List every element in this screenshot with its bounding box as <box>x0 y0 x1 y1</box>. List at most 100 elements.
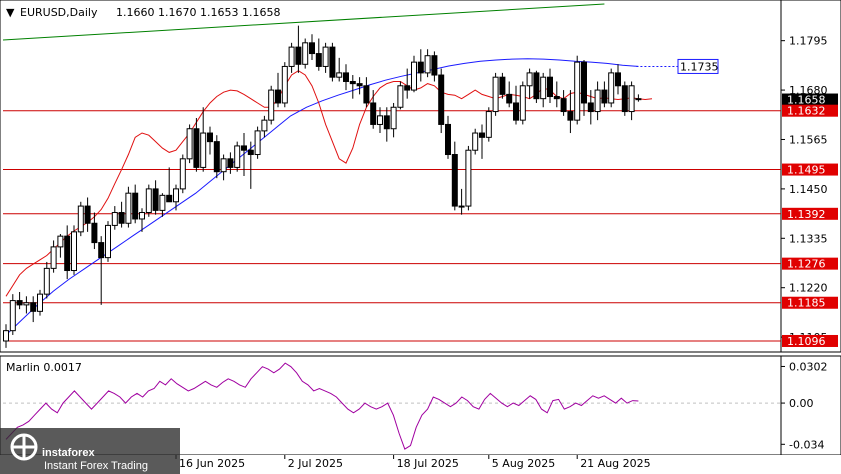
candle-body <box>343 72 349 82</box>
candle-body <box>30 302 37 312</box>
candle-body <box>635 98 642 101</box>
candle-body <box>98 242 105 259</box>
candle-body <box>9 300 16 332</box>
date-tick-label: 5 Aug 2025 <box>492 457 555 470</box>
candle-body <box>519 85 526 121</box>
candle-body <box>247 149 254 156</box>
price-tick-label: 1.1795 <box>789 35 828 48</box>
trend-line <box>2 3 605 41</box>
candle-body <box>377 115 383 125</box>
candle-body <box>261 119 268 132</box>
chart-header: ▼ EURUSD,Daily 1.1660 1.1670 1.1653 1.16… <box>6 6 280 19</box>
candle-body <box>587 102 594 113</box>
date-tick-label: 21 Aug 2025 <box>580 457 650 470</box>
candle-body <box>349 80 356 85</box>
candle-body <box>492 76 499 113</box>
candle-body <box>574 61 581 121</box>
support-level-label-bg <box>782 296 838 309</box>
price-tick-label: 1.1335 <box>789 232 828 245</box>
candle-body <box>356 83 363 87</box>
marlin-line <box>5 362 639 450</box>
candle-body <box>139 212 145 220</box>
candle-body <box>445 123 451 156</box>
candle-body <box>526 72 533 87</box>
support-level-label: 1.1495 <box>787 164 826 177</box>
collapse-arrow-icon[interactable]: ▼ <box>6 6 15 19</box>
candle-body <box>111 212 118 226</box>
candle-body <box>499 76 506 95</box>
indicator-line-layer <box>5 362 639 450</box>
candle-body <box>43 267 50 295</box>
candle-body <box>37 293 43 312</box>
candle-body <box>513 102 519 121</box>
candle-body <box>560 98 567 113</box>
candles-layer <box>3 25 642 348</box>
support-level-label-bg <box>782 104 838 117</box>
candle-body <box>417 61 424 74</box>
instaforex-logo-icon <box>10 433 38 461</box>
candle-body <box>411 61 417 91</box>
support-level-label-bg <box>782 257 838 270</box>
watermark-tagline: Instant Forex Trading <box>44 460 148 472</box>
price-tick-label: 1.1565 <box>789 133 828 146</box>
candle-body <box>125 192 132 224</box>
date-tick-label: 16 Jun 2025 <box>179 457 245 470</box>
candle-body <box>268 89 275 121</box>
ma-label-value: 1.1735 <box>680 60 719 73</box>
candle-body <box>336 72 343 78</box>
candle-body <box>23 302 30 306</box>
support-level-label-bg <box>782 207 838 220</box>
price-tick-label: 1.1450 <box>789 183 828 196</box>
candle-body <box>506 93 513 104</box>
candle-body <box>621 85 628 113</box>
candle-body <box>288 46 295 67</box>
candle-body <box>309 42 315 55</box>
candle-body <box>77 205 84 233</box>
candle-body <box>91 222 98 244</box>
candle-body <box>404 85 411 91</box>
candle-body <box>363 85 370 104</box>
candle-body <box>159 194 166 211</box>
date-tick-label: 2 Jul 2025 <box>288 457 343 470</box>
candle-body <box>105 224 111 259</box>
candle-body <box>295 46 302 65</box>
candle-body <box>152 188 159 211</box>
candle-body <box>207 132 213 143</box>
candle-body <box>186 128 193 160</box>
candle-body <box>3 330 9 342</box>
candle-body <box>84 205 91 224</box>
candle-body <box>173 188 179 203</box>
candle-body <box>200 132 207 168</box>
candle-body <box>424 55 431 74</box>
candle-body <box>458 205 465 208</box>
symbol-title: EURUSD,Daily <box>20 6 98 19</box>
candle-body <box>166 194 173 203</box>
ma-slow-line <box>5 58 639 336</box>
indicator-title: Marlin 0.0017 <box>6 361 82 374</box>
candle-body <box>397 85 404 108</box>
trend-line-layer <box>2 3 605 41</box>
candle-body <box>567 111 574 121</box>
candle-body <box>16 300 23 306</box>
support-level-label: 1.1096 <box>787 335 826 348</box>
candle-body <box>213 141 220 173</box>
indicator-axis: 0.0302 0.00 -0.034 <box>781 360 828 451</box>
candle-body <box>540 76 547 100</box>
current-price-label: 1.1658 <box>787 94 826 107</box>
date-tick-label: 18 Jul 2025 <box>397 457 459 470</box>
candle-body <box>64 235 71 272</box>
ma-value-label: 1.1735 <box>636 58 719 74</box>
candle-body <box>241 145 247 151</box>
candle-body <box>179 158 186 190</box>
candle-body <box>145 188 152 214</box>
candle-body <box>594 89 601 113</box>
candle-body <box>227 158 234 168</box>
candle-body <box>608 72 615 104</box>
candle-body <box>479 132 485 138</box>
candle-body <box>628 85 635 113</box>
indicator-tick-label: 0.00 <box>789 397 814 410</box>
candle-body <box>383 115 390 130</box>
candle-body <box>71 231 77 272</box>
ma-label-box <box>677 58 719 74</box>
watermark: instaforex Instant Forex Trading <box>0 428 180 474</box>
